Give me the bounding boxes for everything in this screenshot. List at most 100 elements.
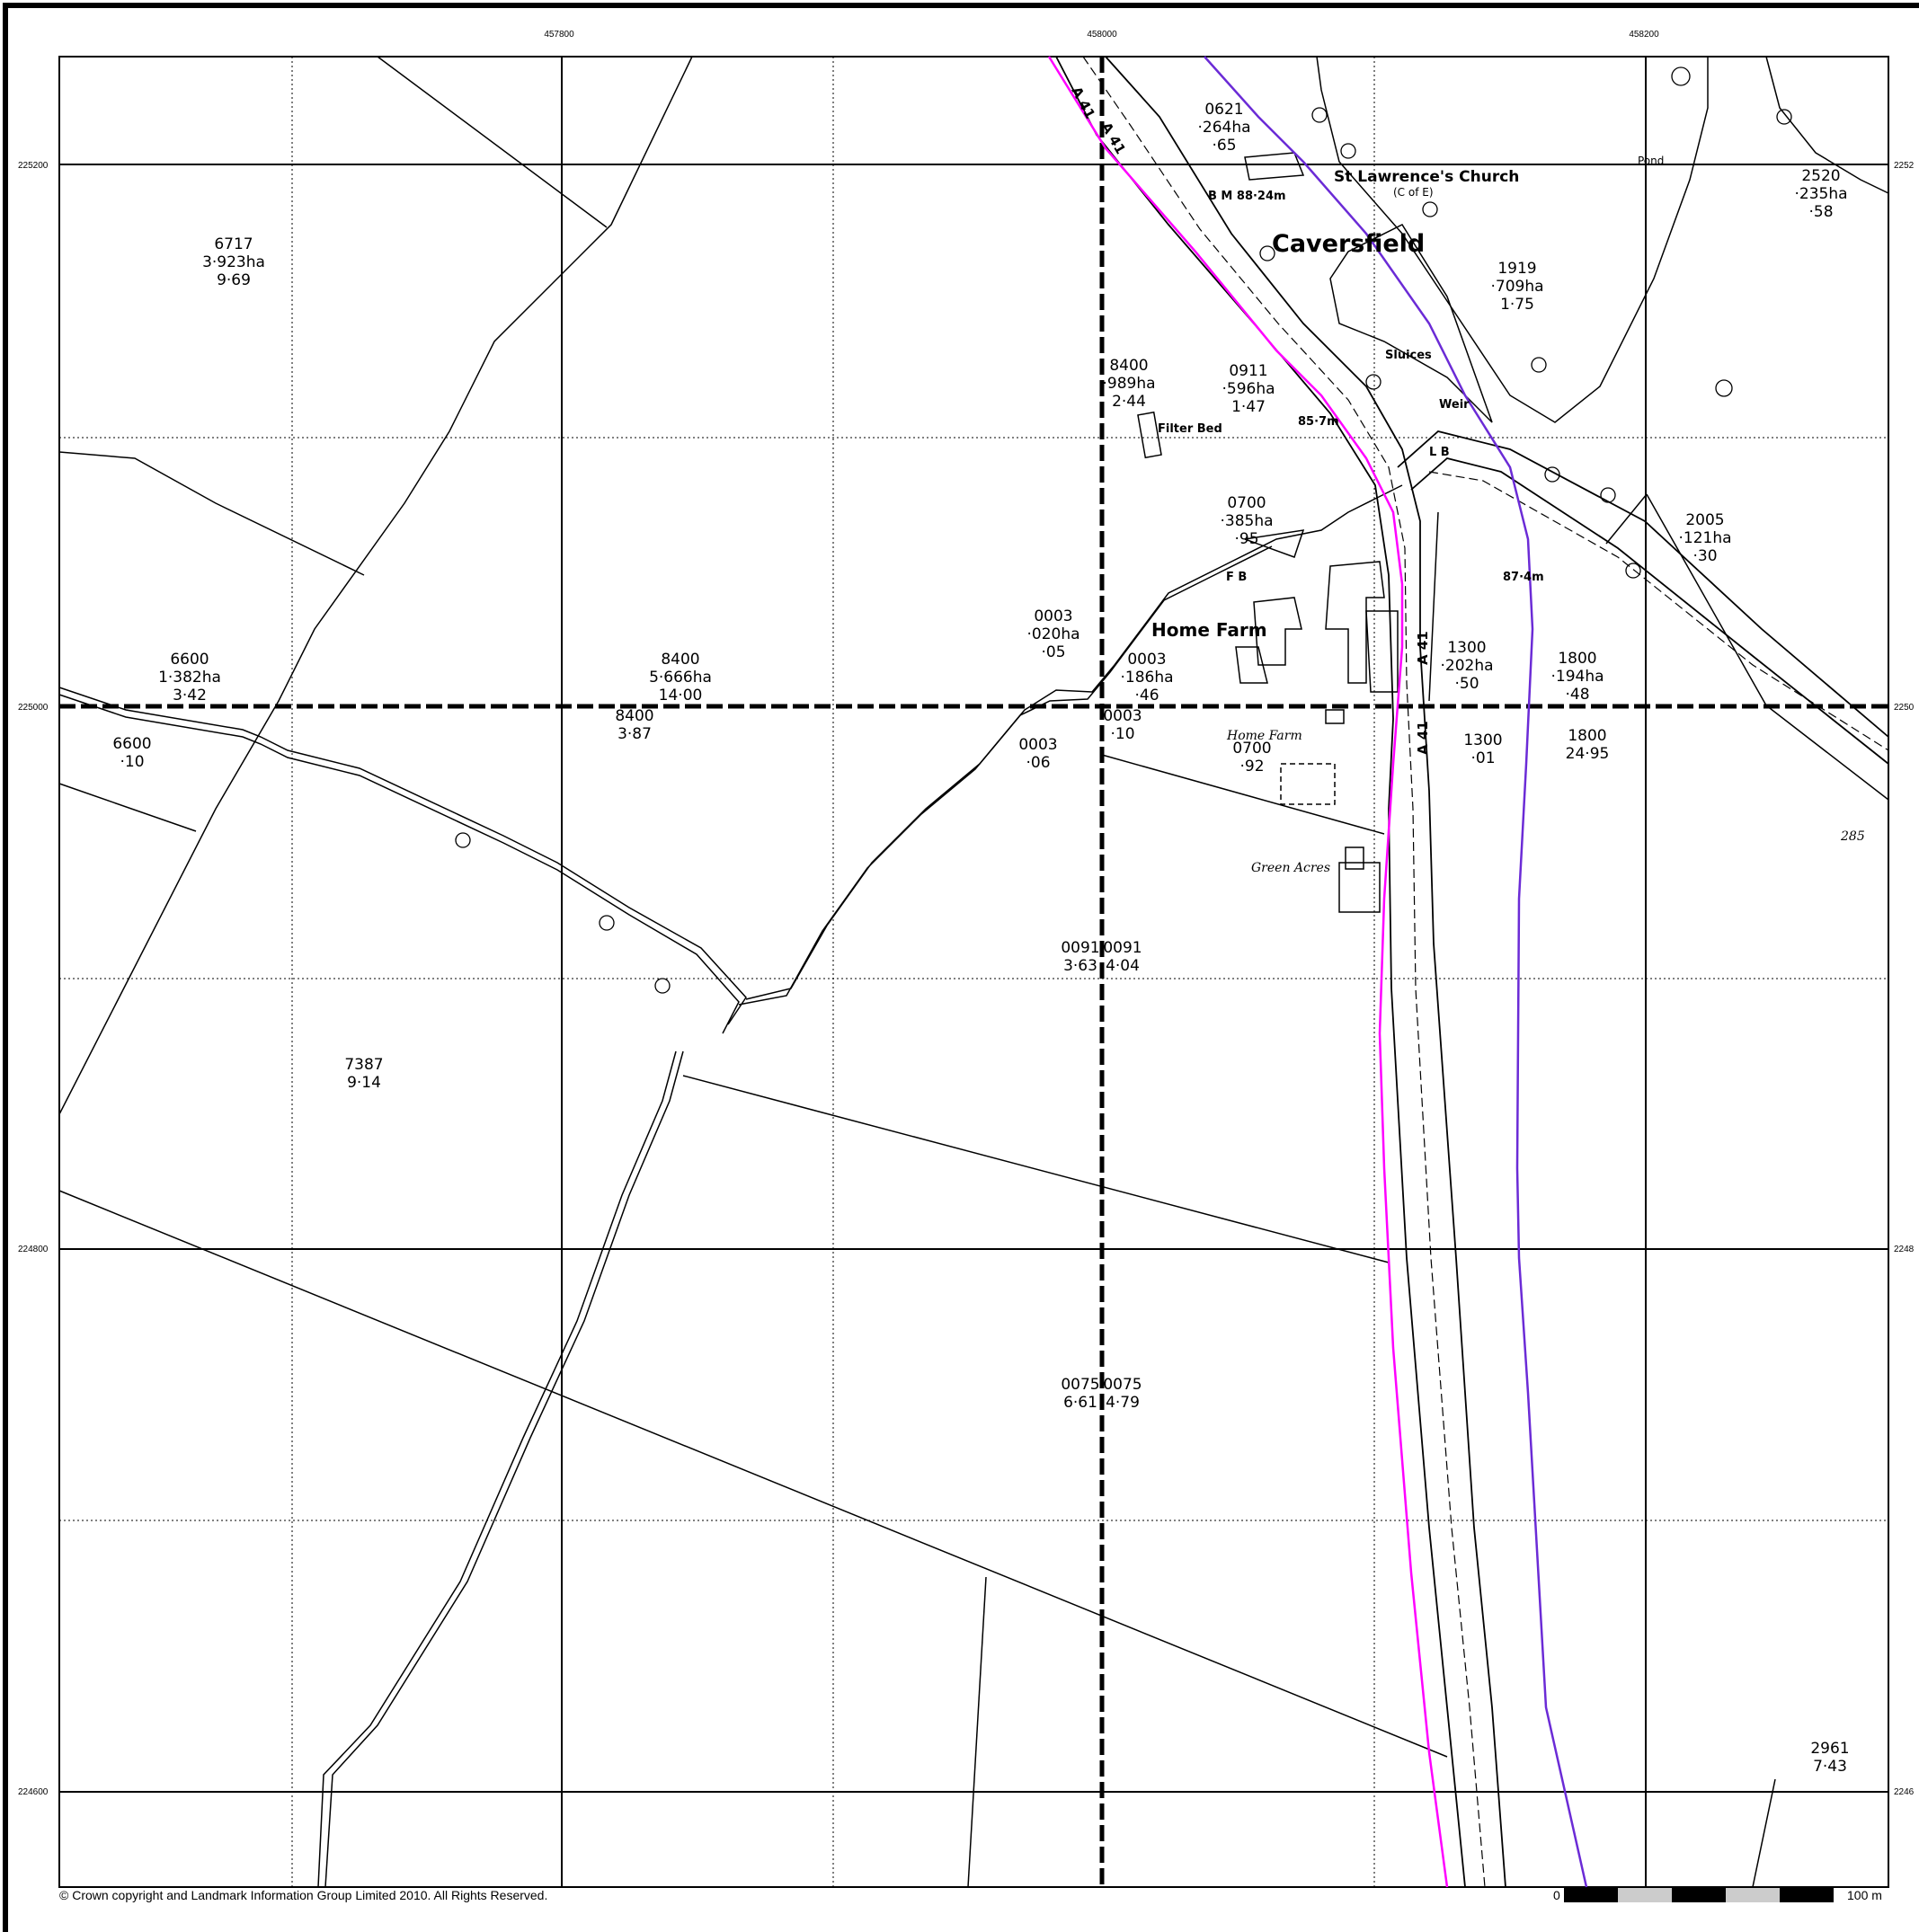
parcel-line: 0091 bbox=[1103, 939, 1142, 957]
parcel-line: 0700 bbox=[1232, 740, 1271, 758]
parcel-label: 1300·01 bbox=[1463, 731, 1502, 767]
parcel-line: 0003 bbox=[1127, 651, 1166, 669]
parcel-line: ·202ha bbox=[1440, 657, 1493, 675]
parcel-line: 0003 bbox=[1034, 607, 1072, 625]
parcel-line: ·596ha bbox=[1222, 380, 1275, 398]
parcel-line: 2961 bbox=[1810, 1740, 1849, 1758]
parcel-line: ·235ha bbox=[1794, 185, 1847, 203]
parcel-label: 1800 24·95 bbox=[1566, 727, 1610, 763]
parcel-line: 6717 bbox=[214, 235, 253, 253]
page-border bbox=[3, 3, 1919, 1932]
parcel-line: ·264ha bbox=[1197, 119, 1250, 137]
green-acres-label: Green Acres bbox=[1251, 861, 1330, 875]
spot-height-label: 87·4m bbox=[1503, 571, 1544, 584]
parcel-line: ·48 bbox=[1565, 686, 1589, 704]
parcel-line: 2·44 bbox=[1112, 393, 1146, 411]
letter-box-label: L B bbox=[1429, 446, 1450, 459]
parcel-line: ·50 bbox=[1454, 675, 1479, 693]
footbridge-label: F B bbox=[1226, 571, 1247, 584]
parcel-label: 0003·10 bbox=[1103, 707, 1142, 743]
parcel-line: 3·63 bbox=[1063, 957, 1097, 975]
parcel-line: 6600 bbox=[112, 735, 151, 753]
parcel-line: ·709ha bbox=[1490, 278, 1543, 296]
parcel-label: 2005·121ha ·30 bbox=[1678, 511, 1731, 565]
parcel-line: 1919 bbox=[1497, 260, 1536, 278]
parcel-line: 7387 bbox=[344, 1056, 383, 1074]
parcel-line: 3·87 bbox=[617, 725, 652, 743]
church-label: St Lawrence's Church bbox=[1334, 168, 1519, 186]
parcel-line: ·10 bbox=[1110, 725, 1134, 743]
parcel-label: 0091 3·63 bbox=[1061, 939, 1099, 975]
parcel-line: 1·382ha bbox=[158, 669, 221, 687]
reference-label: 285 bbox=[1840, 829, 1865, 844]
parcel-line: 8400 bbox=[615, 707, 653, 725]
parcel-line: 1300 bbox=[1447, 639, 1486, 657]
northing-label: 224800 bbox=[18, 1245, 49, 1254]
parcel-label: 1919·709ha 1·75 bbox=[1490, 260, 1543, 314]
parcel-line: 0003 bbox=[1103, 707, 1142, 725]
parcel-line: ·05 bbox=[1041, 643, 1065, 661]
parcel-line: 3·923ha bbox=[202, 253, 265, 271]
parcel-line: 1800 bbox=[1568, 727, 1606, 745]
parcel-line: 2005 bbox=[1685, 511, 1724, 529]
parcel-label: 0003·186ha ·46 bbox=[1120, 651, 1173, 705]
parcel-line: 1·75 bbox=[1500, 296, 1534, 314]
parcel-line: 6·61 bbox=[1063, 1394, 1097, 1412]
parcel-line: ·01 bbox=[1470, 749, 1495, 767]
parcel-line: ·92 bbox=[1239, 758, 1264, 775]
parcel-label: 2520·235ha ·58 bbox=[1794, 167, 1847, 221]
parcel-label: 6600 1·382ha 3·42 bbox=[158, 651, 221, 705]
magenta-route bbox=[1047, 56, 1449, 1888]
parcel-line: 9·14 bbox=[347, 1074, 381, 1092]
weir-label: Weir bbox=[1439, 398, 1470, 412]
parcel-label: 0091 4·04 bbox=[1103, 939, 1142, 975]
church-sub-label: (C of E) bbox=[1393, 186, 1434, 199]
parcel-line: 14·00 bbox=[659, 687, 703, 705]
parcel-label: 8400 5·666ha 14·00 bbox=[649, 651, 712, 705]
parcel-label: 7387 9·14 bbox=[344, 1056, 383, 1092]
caversfield-label: Caversfield bbox=[1272, 230, 1425, 258]
easting-label: 458000 bbox=[1087, 30, 1117, 40]
road-label: A 41 bbox=[1068, 84, 1098, 121]
parcel-line: 8400 bbox=[661, 651, 699, 669]
northing-label: 225200 bbox=[18, 161, 49, 171]
parcel-line: 4·04 bbox=[1106, 957, 1140, 975]
scale-start-label: 0 bbox=[1553, 1888, 1560, 1902]
parcel-label: 6600·10 bbox=[112, 735, 151, 771]
parcel-line: ·186ha bbox=[1120, 669, 1173, 687]
parcel-line: ·30 bbox=[1692, 547, 1717, 565]
grid-labels: 457800 458000 458200 225200 225000 22480… bbox=[18, 30, 1915, 1797]
parcel-line: ·194ha bbox=[1550, 668, 1604, 686]
parcel-line: ·65 bbox=[1212, 137, 1236, 155]
parcel-line: ·385ha bbox=[1220, 512, 1273, 530]
road-label: A 41 bbox=[1415, 721, 1431, 755]
parcel-line: ·989ha bbox=[1102, 375, 1155, 393]
parcel-line: 0911 bbox=[1229, 362, 1267, 380]
parcel-line: ·121ha bbox=[1678, 529, 1731, 547]
parcel-label: 0911·596ha 1·47 bbox=[1222, 362, 1275, 416]
parcel-line: 24·95 bbox=[1566, 745, 1610, 763]
parcel-line: 0621 bbox=[1204, 101, 1243, 119]
parcel-line: 1800 bbox=[1558, 650, 1596, 668]
parcel-line: 1·47 bbox=[1231, 398, 1266, 416]
parcel-line: ·06 bbox=[1026, 754, 1050, 772]
northing-label-right: 2250 bbox=[1894, 703, 1915, 713]
parcel-line: 7·43 bbox=[1813, 1758, 1847, 1776]
parcel-line: ·020ha bbox=[1026, 625, 1079, 643]
easting-label: 458200 bbox=[1629, 30, 1659, 40]
parcel-label: 0003·06 bbox=[1018, 736, 1057, 772]
parcel-label: 1800·194ha ·48 bbox=[1550, 650, 1604, 704]
parcel-line: 9·69 bbox=[217, 271, 251, 289]
northing-label: 224600 bbox=[18, 1787, 49, 1797]
home-farm-small-label: Home Farm bbox=[1226, 729, 1302, 743]
northing-label-right: 2246 bbox=[1894, 1787, 1915, 1797]
tree-symbols bbox=[455, 66, 1792, 994]
parcel-line: 3·42 bbox=[173, 687, 207, 705]
parcel-line: 0075 bbox=[1061, 1376, 1099, 1394]
parcel-label: 0075 6·61 bbox=[1061, 1376, 1099, 1412]
map-frame bbox=[58, 56, 1889, 1888]
parcel-label: 0700·385ha ·95 bbox=[1220, 494, 1273, 548]
filter-bed-label: Filter Bed bbox=[1158, 422, 1222, 436]
parcel-line: ·46 bbox=[1134, 687, 1159, 705]
